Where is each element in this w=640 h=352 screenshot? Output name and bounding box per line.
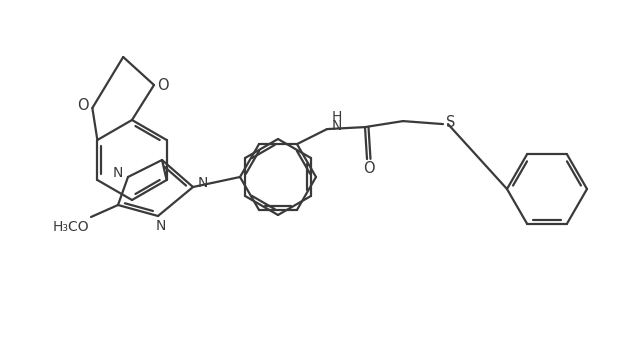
Text: O: O [77, 99, 89, 113]
Text: N: N [332, 119, 342, 133]
Text: O: O [363, 161, 375, 176]
Text: N: N [198, 176, 208, 190]
Text: N: N [156, 219, 166, 233]
Text: H: H [332, 110, 342, 124]
Text: N: N [113, 166, 123, 180]
Text: H₃CO: H₃CO [52, 220, 90, 234]
Text: O: O [157, 77, 169, 93]
Text: S: S [446, 115, 456, 130]
